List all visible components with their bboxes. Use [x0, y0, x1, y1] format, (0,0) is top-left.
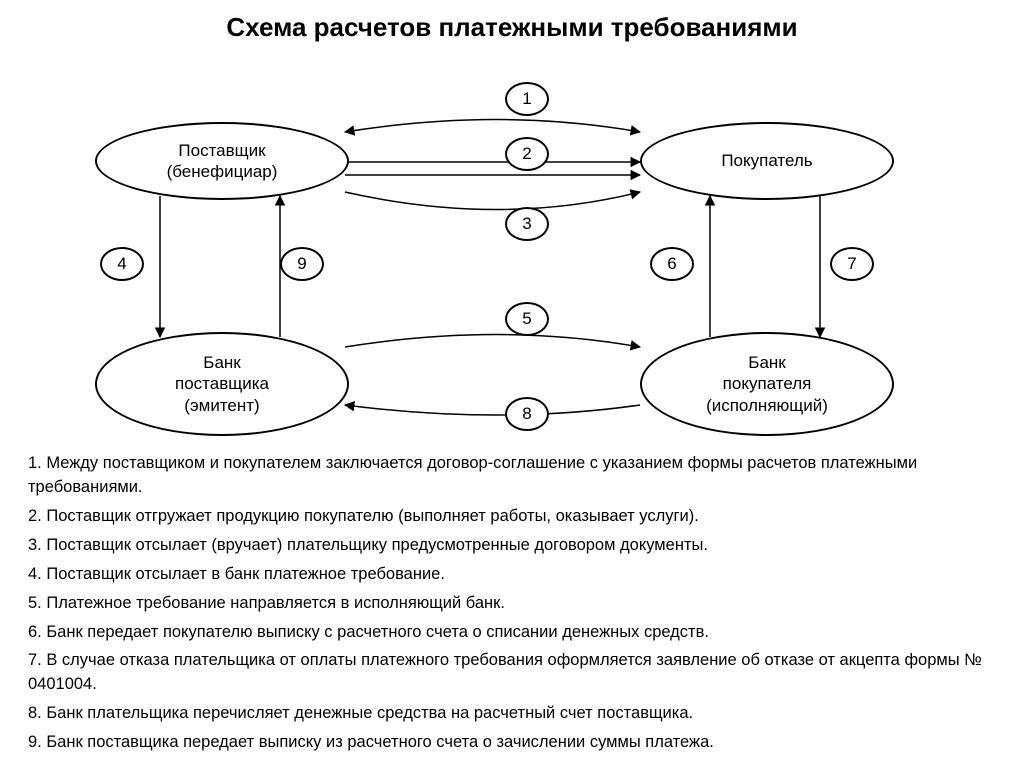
node-bank-buyer-line3: (исполняющий)	[706, 395, 828, 416]
badge-2: 2	[505, 137, 549, 171]
node-bank-supplier-line1: Банк	[203, 352, 240, 373]
badge-3: 3	[505, 207, 549, 241]
node-bank-supplier-line2: поставщика	[175, 373, 269, 394]
diagram-area: Поставщик (бенефициар) Покупатель Банк п…	[0, 47, 1024, 447]
node-supplier: Поставщик (бенефициар)	[95, 122, 349, 200]
node-bank-supplier: Банк поставщика (эмитент)	[95, 332, 349, 436]
badge-1: 1	[505, 82, 549, 116]
node-bank-buyer-line2: покупателя	[723, 373, 812, 394]
step-8: 8. Банк плательщика перечисляет денежные…	[28, 702, 996, 726]
step-6: 6. Банк передает покупателю выписку с ра…	[28, 621, 996, 645]
step-3: 3. Поставщик отсылает (вручает) плательщ…	[28, 534, 996, 558]
badge-8: 8	[505, 397, 549, 431]
node-supplier-line1: Поставщик	[178, 140, 265, 161]
badge-9: 9	[280, 247, 324, 281]
step-1: 1. Между поставщиком и покупателем заклю…	[28, 452, 996, 500]
step-4: 4. Поставщик отсылает в банк платежное т…	[28, 563, 996, 587]
step-5: 5. Платежное требование направляется в и…	[28, 592, 996, 616]
node-buyer: Покупатель	[640, 122, 894, 200]
badge-4: 4	[100, 247, 144, 281]
page-title: Схема расчетов платежными требованиями	[0, 12, 1024, 43]
badge-7: 7	[830, 247, 874, 281]
node-bank-buyer-line1: Банк	[748, 352, 785, 373]
step-2: 2. Поставщик отгружает продукцию покупат…	[28, 505, 996, 529]
step-9: 9. Банк поставщика передает выписку из р…	[28, 731, 996, 755]
node-bank-buyer: Банк покупателя (исполняющий)	[640, 332, 894, 436]
node-bank-supplier-line3: (эмитент)	[184, 395, 259, 416]
node-buyer-line1: Покупатель	[721, 150, 812, 171]
badge-6: 6	[650, 247, 694, 281]
badge-5: 5	[505, 302, 549, 336]
steps-list: 1. Между поставщиком и покупателем заклю…	[0, 452, 1024, 755]
node-supplier-line2: (бенефициар)	[167, 161, 278, 182]
step-7: 7. В случае отказа плательщика от оплаты…	[28, 649, 996, 697]
